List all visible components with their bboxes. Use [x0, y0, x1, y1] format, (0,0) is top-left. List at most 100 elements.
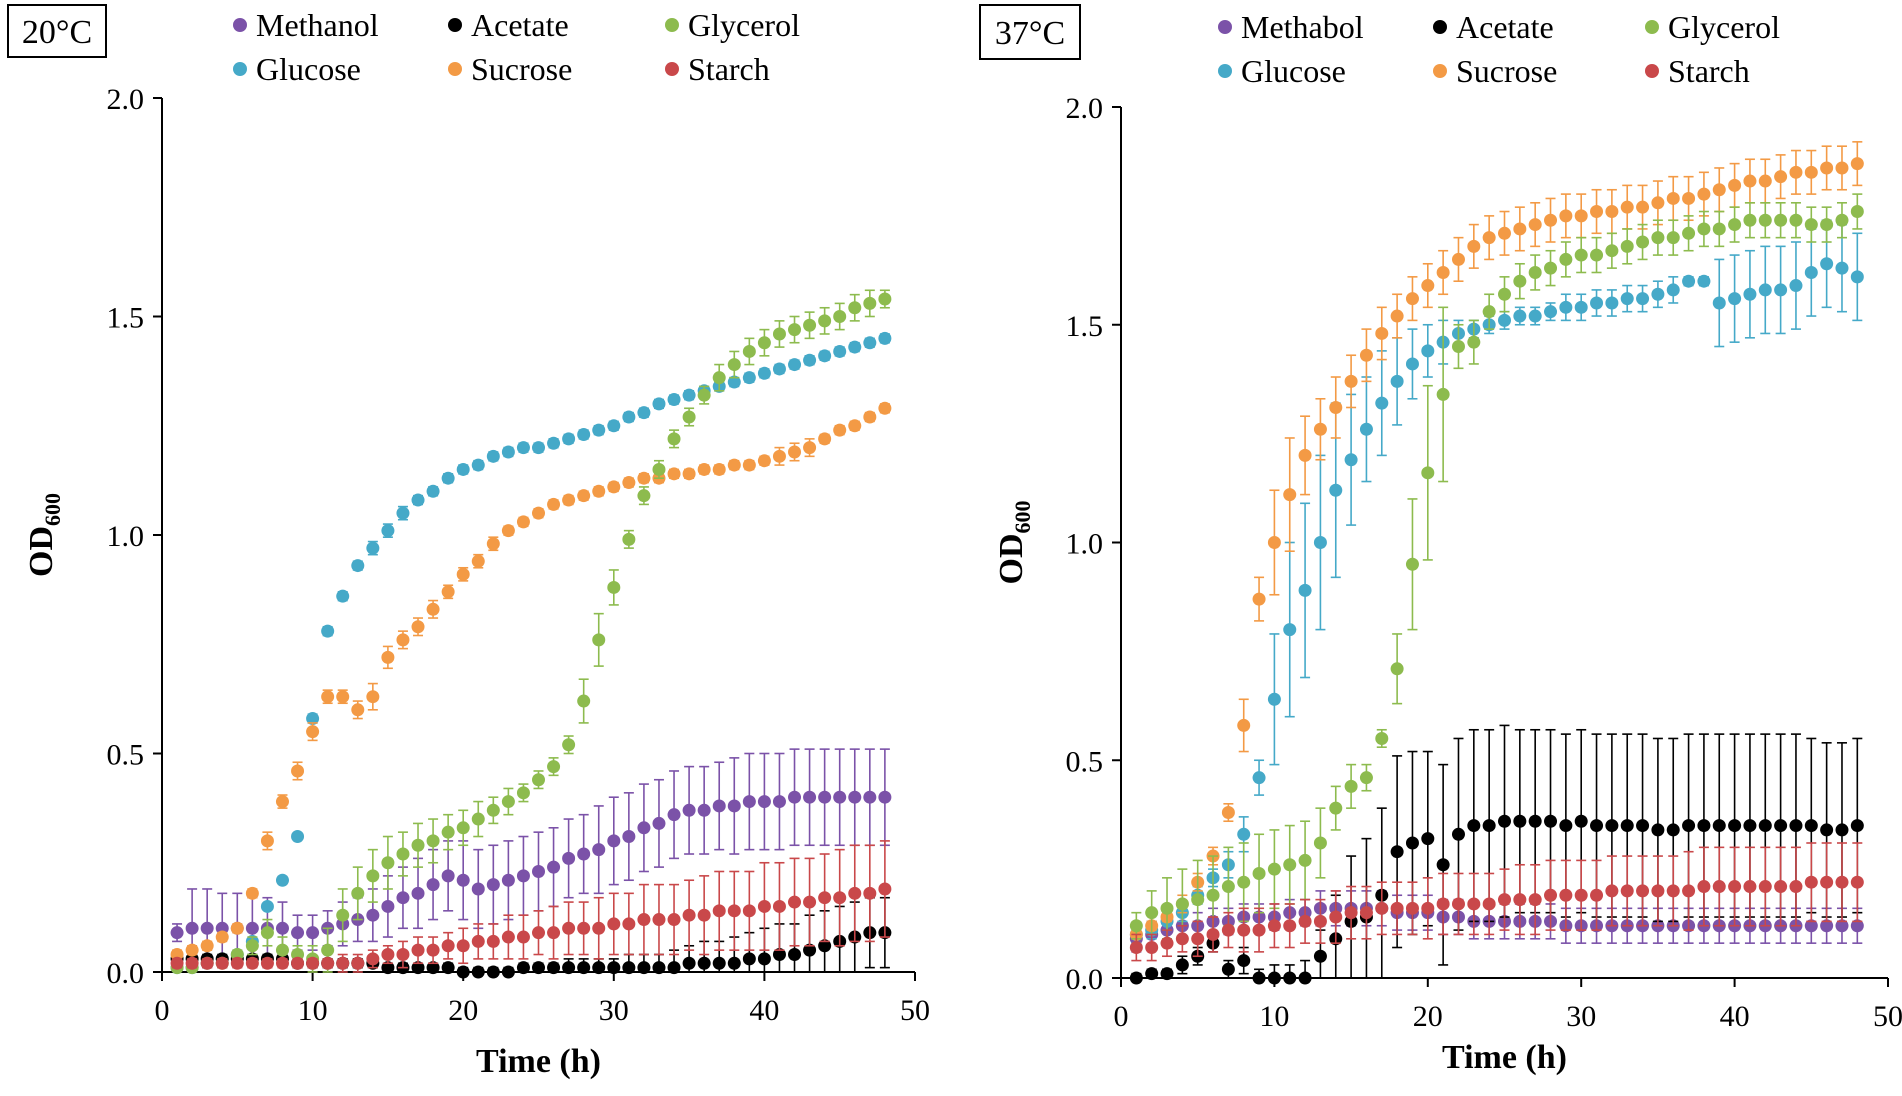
- data-point: [291, 764, 305, 778]
- data-point: [411, 493, 425, 507]
- data-point: [1743, 880, 1757, 894]
- legend-label: Glycerol: [1668, 9, 1780, 45]
- data-point: [818, 939, 832, 953]
- data-point: [486, 449, 500, 463]
- data-point: [803, 943, 817, 957]
- data-point: [336, 589, 350, 603]
- data-point: [652, 397, 666, 411]
- data-point: [1697, 187, 1711, 201]
- data-point: [833, 790, 847, 804]
- data-point: [426, 834, 440, 848]
- legend-label: Glucose: [1241, 53, 1346, 89]
- data-point: [1344, 453, 1358, 467]
- data-point: [1421, 901, 1435, 915]
- data-point: [607, 961, 621, 975]
- data-point: [803, 441, 817, 455]
- data-point: [1482, 231, 1496, 245]
- data-point: [532, 926, 545, 940]
- data-point: [1850, 205, 1864, 219]
- legend-marker: [1645, 20, 1659, 34]
- y-tick-label: 1.0: [107, 520, 145, 553]
- data-point: [532, 773, 545, 787]
- data-point: [1221, 962, 1235, 976]
- data-point: [1283, 623, 1297, 637]
- data-point: [381, 961, 395, 975]
- y-tick-label: 0.0: [1066, 963, 1104, 996]
- data-point: [742, 344, 756, 358]
- data-point: [1636, 884, 1650, 898]
- data-point: [1237, 827, 1251, 841]
- legend-label: Glycerol: [688, 7, 800, 43]
- data-point: [637, 489, 651, 503]
- data-point: [1850, 919, 1864, 933]
- data-point: [1237, 954, 1251, 968]
- data-point: [1620, 819, 1634, 833]
- data-point: [1697, 274, 1711, 288]
- data-point: [456, 965, 470, 979]
- data-point: [1298, 448, 1312, 462]
- data-point: [1559, 819, 1573, 833]
- data-point: [562, 921, 576, 935]
- data-point: [200, 939, 214, 953]
- data-point: [260, 956, 274, 970]
- data-point: [1498, 814, 1511, 828]
- data-point: [351, 886, 365, 900]
- data-point: [215, 930, 229, 944]
- data-point: [291, 830, 305, 844]
- panel-temperature-label: 20°C: [22, 14, 92, 51]
- data-point: [366, 869, 380, 883]
- data-point: [592, 921, 606, 935]
- data-point: [456, 873, 470, 887]
- data-point: [848, 301, 862, 315]
- data-point: [1206, 888, 1220, 902]
- data-point: [275, 956, 289, 970]
- data-point: [1605, 244, 1619, 258]
- data-point: [547, 961, 561, 975]
- data-point: [757, 336, 771, 350]
- data-point: [1298, 853, 1312, 867]
- data-point: [1160, 901, 1174, 915]
- data-point: [652, 961, 666, 975]
- data-point: [1697, 819, 1711, 833]
- data-point: [1835, 875, 1849, 889]
- data-point: [757, 795, 771, 809]
- data-point: [863, 790, 877, 804]
- data-point: [1498, 226, 1511, 240]
- data-point: [863, 886, 877, 900]
- data-point: [532, 506, 545, 520]
- data-point: [1774, 213, 1788, 227]
- data-point: [501, 445, 515, 459]
- data-point: [200, 956, 214, 970]
- data-point: [592, 484, 606, 498]
- y-tick-label: 2.0: [1066, 92, 1104, 125]
- data-point: [878, 790, 892, 804]
- data-point: [1436, 897, 1450, 911]
- data-point: [1574, 209, 1588, 223]
- data-point: [1774, 880, 1788, 894]
- data-point: [1237, 718, 1251, 732]
- data-point: [1835, 213, 1849, 227]
- data-point: [260, 899, 274, 913]
- data-point: [742, 952, 756, 966]
- data-point: [456, 567, 470, 581]
- data-point: [1421, 279, 1435, 293]
- y-tick-label: 1.5: [107, 302, 145, 335]
- data-point: [878, 331, 892, 345]
- data-point: [260, 926, 274, 940]
- data-point: [803, 895, 817, 909]
- y-tick-label: 2.0: [107, 83, 145, 116]
- data-point: [230, 921, 244, 935]
- data-point: [441, 939, 455, 953]
- data-point: [411, 620, 425, 634]
- data-point: [1712, 819, 1726, 833]
- data-point: [592, 633, 606, 647]
- data-point: [1313, 536, 1327, 549]
- data-point: [637, 961, 651, 975]
- data-point: [336, 908, 350, 922]
- data-point: [1620, 292, 1634, 306]
- x-axis-title: Time (h): [1442, 1039, 1567, 1076]
- y-tick-label: 1.0: [1066, 528, 1104, 561]
- data-point: [1605, 819, 1619, 833]
- y-axis-title-subscript: 600: [40, 493, 65, 526]
- y-axis-title: OD600: [23, 493, 65, 577]
